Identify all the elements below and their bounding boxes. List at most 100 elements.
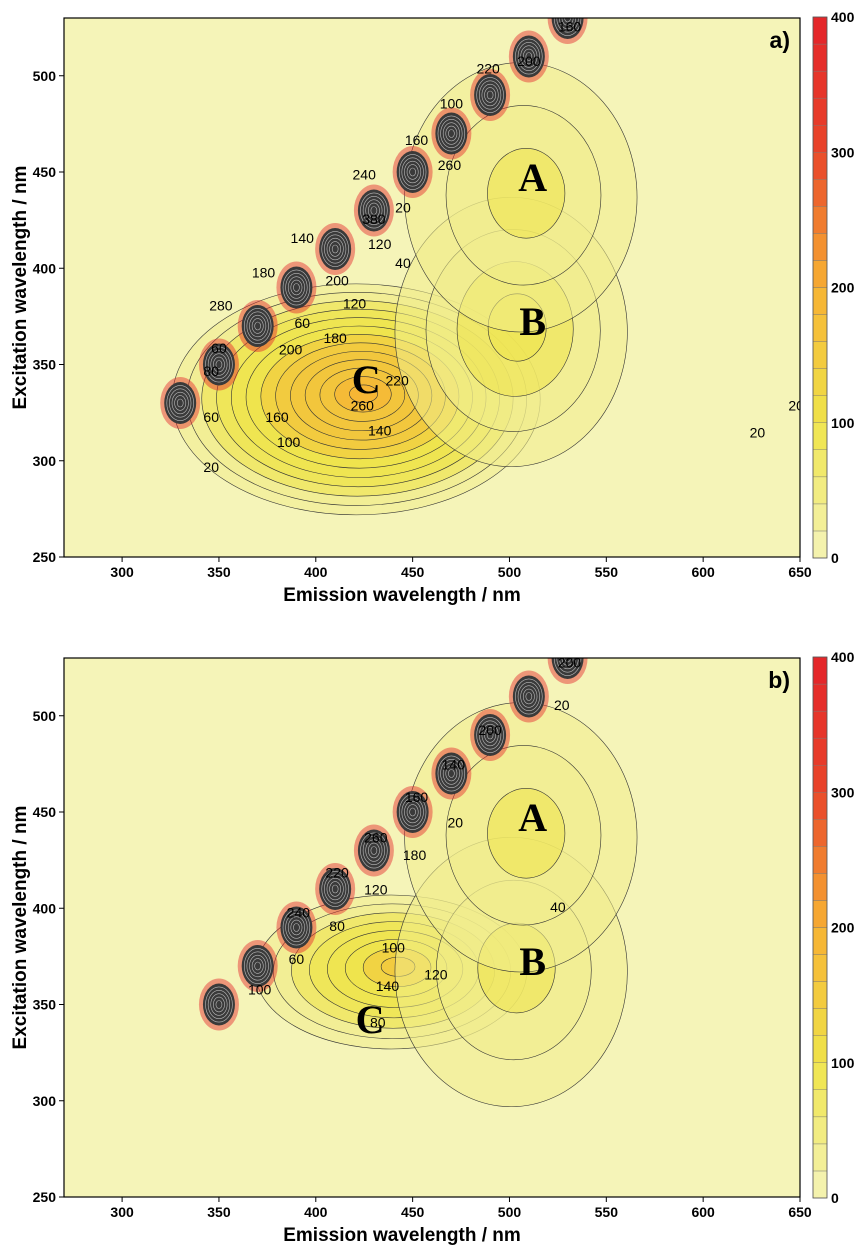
colorbar-step <box>812 710 828 739</box>
scatter-contour <box>401 797 424 827</box>
scatter-peak <box>551 658 584 679</box>
scatter-contour <box>251 958 264 974</box>
x-tick-label: 550 <box>595 1204 619 1220</box>
region-label-c: C <box>356 997 385 1042</box>
scatter-contour <box>293 283 300 292</box>
scatter-contour <box>440 119 463 149</box>
scatter-contour <box>326 237 344 261</box>
scatter-contour <box>331 884 339 894</box>
colorbar-step <box>812 1062 828 1090</box>
scatter-peak <box>551 18 584 39</box>
scatter-contour <box>171 391 189 415</box>
colorbar-step <box>812 124 828 153</box>
scatter-contour <box>174 395 187 411</box>
plot-frame <box>63 17 801 558</box>
scatter-peak <box>474 74 507 116</box>
scatter-contour <box>246 951 269 981</box>
scatter-contour <box>481 723 499 747</box>
x-tick-label: 400 <box>304 1204 328 1220</box>
colorbar-step <box>812 287 828 315</box>
scatter-contour <box>564 18 571 23</box>
colorbar-step <box>812 1116 828 1145</box>
scatter-contour <box>520 45 538 68</box>
scatter-contour <box>360 832 388 869</box>
scatter-contour <box>442 762 460 785</box>
scatter-contour <box>331 244 339 254</box>
contour-label: 160 <box>265 409 289 425</box>
x-tick-label: 300 <box>110 1204 134 1220</box>
y-tick-label: 500 <box>33 708 57 724</box>
colorbar-step <box>812 16 828 45</box>
colorbar-step <box>812 1089 828 1118</box>
colorbar-tick-label: 100 <box>831 1055 855 1071</box>
scatter-contour <box>282 269 311 306</box>
colorbar-step <box>812 260 828 288</box>
scatter-peak <box>357 829 390 872</box>
scatter-contour <box>440 758 463 788</box>
scatter-contour <box>215 360 223 369</box>
contour-level <box>349 384 379 404</box>
scatter-contour <box>285 272 308 302</box>
scatter-contour <box>409 807 416 817</box>
x-tick-label: 450 <box>401 1204 425 1220</box>
scatter-peak <box>164 382 197 424</box>
scatter-contour <box>398 154 427 190</box>
scatter-contour <box>448 129 455 138</box>
panel-label: a) <box>770 27 790 53</box>
plot-area: 2010014016026022020018012040608060200120… <box>64 18 800 557</box>
scatter-contour <box>169 388 192 418</box>
contour-label: 120 <box>364 882 388 898</box>
scatter-peak <box>435 752 468 795</box>
contour-label: 80 <box>329 918 345 934</box>
scatter-contour <box>215 1000 223 1009</box>
scatter-contour <box>520 685 538 708</box>
colorbar-step <box>812 530 828 559</box>
scatter-contour <box>404 800 422 824</box>
contour-label: 100 <box>382 939 406 955</box>
y-axis-title: Excitation wavelength / nm <box>10 166 31 410</box>
scatter-contour <box>321 871 349 907</box>
contour-label: 380 <box>362 211 386 227</box>
region-label-a: A <box>518 795 547 840</box>
panel-a: 2010014016026022020018012040608060200120… <box>10 9 855 606</box>
colorbar-step <box>812 900 828 928</box>
scatter-peak <box>396 791 429 833</box>
contour-label: 120 <box>368 236 392 252</box>
colorbar-frame <box>812 16 828 559</box>
scatter-contour <box>437 115 466 152</box>
colorbar-tick-label: 400 <box>831 649 855 665</box>
plot-area: 100 60 80 80 140 120 100 40 120 180 20 240 220 260 160… <box>64 658 800 1197</box>
scatter-contour <box>479 80 502 110</box>
colorbar-step <box>812 476 828 505</box>
scatter-contour <box>401 157 424 187</box>
colorbar-step <box>812 314 828 342</box>
colorbar-step <box>812 765 828 793</box>
scatter-contour <box>445 765 458 782</box>
scatter-contour <box>326 877 344 901</box>
scatter-contour <box>249 954 267 978</box>
contour-label: 220 <box>385 373 409 389</box>
contour-label: 180 <box>403 847 427 863</box>
scatter-contour <box>404 160 422 184</box>
contour-label: 200 <box>279 342 303 358</box>
scatter-contour <box>406 804 419 820</box>
scatter-contour <box>486 90 494 100</box>
scatter-contour <box>324 874 347 904</box>
colorbar-step <box>812 792 828 820</box>
x-tick-label: 350 <box>207 564 231 580</box>
region-label-b: B <box>519 939 546 984</box>
y-tick-label: 450 <box>33 164 57 180</box>
y-tick-label: 300 <box>33 1093 57 1109</box>
scatter-contour <box>517 41 540 71</box>
contour-label: 100 <box>277 434 301 450</box>
x-tick-label: 400 <box>304 564 328 580</box>
scatter-contour <box>287 276 305 299</box>
contour-label: 100 <box>440 95 464 111</box>
scatter-peak <box>512 35 545 78</box>
scatter-contour <box>448 769 455 778</box>
colorbar: 0 100 200 300 400 <box>812 649 855 1206</box>
scatter-contour <box>365 199 383 222</box>
region-label-c: C <box>352 357 381 402</box>
contour-label: 20 <box>554 697 570 713</box>
